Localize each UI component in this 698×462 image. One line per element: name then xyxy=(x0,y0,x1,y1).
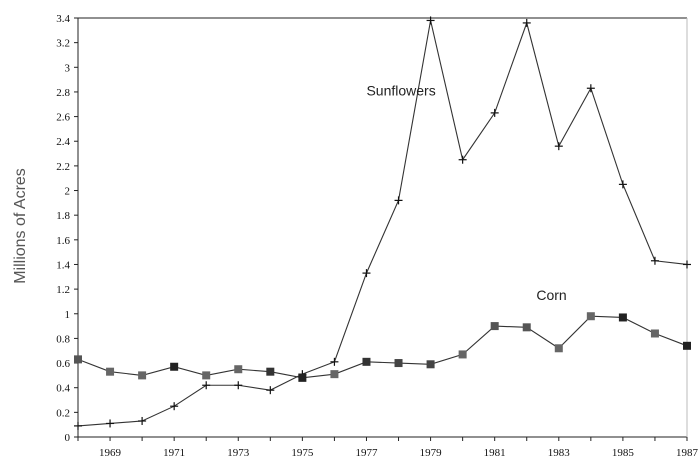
sunflowers-point xyxy=(202,381,211,390)
sunflowers-point xyxy=(362,269,371,278)
corn-point xyxy=(458,350,467,359)
x-tick-label: 1985 xyxy=(612,447,635,459)
corn-point xyxy=(554,344,563,353)
corn-point xyxy=(522,323,531,332)
corn-point xyxy=(330,370,339,379)
corn-point xyxy=(202,371,211,380)
corn-point xyxy=(394,359,403,368)
x-tick-label: 1979 xyxy=(420,447,443,459)
x-tick-label: 1977 xyxy=(355,447,378,459)
sunflowers-point xyxy=(266,386,275,395)
y-tick-label: 0.8 xyxy=(56,333,70,345)
sunflowers-point xyxy=(586,84,595,93)
y-tick-label: 3 xyxy=(65,62,71,74)
sunflowers-point xyxy=(170,402,179,411)
y-axis-title: Millions of Acres xyxy=(12,168,29,284)
y-tick-label: 2.2 xyxy=(56,161,70,173)
sunflowers-point xyxy=(554,142,563,151)
sunflowers-line xyxy=(77,20,688,427)
sunflowers-point xyxy=(106,419,115,428)
corn-point xyxy=(618,313,627,322)
x-tick-label: 1975 xyxy=(291,447,314,459)
sunflowers-point xyxy=(74,421,82,430)
annotation-corn: Corn xyxy=(536,287,566,303)
sunflowers-point xyxy=(426,16,435,25)
corn-point xyxy=(683,341,691,350)
y-tick-label: 2 xyxy=(65,186,71,198)
sunflowers-point xyxy=(490,108,499,117)
corn-point xyxy=(362,357,371,366)
sunflowers-point xyxy=(330,357,339,366)
y-tick-label: 3.4 xyxy=(56,13,70,25)
y-tick-label: 1.8 xyxy=(56,210,70,222)
corn-point xyxy=(490,322,499,331)
y-tick-label: 0.6 xyxy=(56,358,70,370)
y-tick-label: 1.2 xyxy=(56,284,70,296)
y-tick-label: 1.6 xyxy=(56,235,70,247)
y-tick-label: 2.6 xyxy=(56,112,70,124)
sunflowers-point xyxy=(650,256,659,265)
y-tick-label: 2.8 xyxy=(56,87,70,99)
x-tick-label: 1973 xyxy=(227,447,250,459)
y-tick-label: 0.4 xyxy=(56,383,70,395)
corn-line xyxy=(77,315,688,379)
sunflowers-point xyxy=(138,416,147,425)
corn-point xyxy=(138,371,147,380)
corn-point xyxy=(426,360,435,369)
y-tick-label: 1.4 xyxy=(56,259,70,271)
corn-point xyxy=(650,329,659,338)
corn-point xyxy=(234,365,243,374)
sunflowers-point xyxy=(458,155,467,164)
sunflowers-point xyxy=(683,260,691,269)
corn-point xyxy=(170,362,179,371)
corn-point xyxy=(106,367,115,376)
x-tick-label: 1969 xyxy=(99,447,122,459)
y-tick-label: 0.2 xyxy=(56,407,70,419)
corn-point xyxy=(298,373,307,382)
sunflowers-point xyxy=(234,381,243,390)
sunflowers-point xyxy=(618,180,627,189)
x-tick-label: 1971 xyxy=(163,447,185,459)
corn-point xyxy=(266,367,275,376)
corn-point xyxy=(74,355,82,364)
y-tick-label: 3.2 xyxy=(56,38,70,50)
x-tick-label: 1983 xyxy=(548,447,571,459)
y-tick-label: 0 xyxy=(65,432,71,444)
x-tick-label: 1987 xyxy=(676,447,698,459)
x-tick-label: 1981 xyxy=(484,447,506,459)
corn-point xyxy=(586,312,595,321)
sunflowers-point xyxy=(522,18,531,27)
y-tick-label: 2.4 xyxy=(56,136,70,148)
annotation-sunflowers: Sunflowers xyxy=(366,83,435,99)
y-tick-label: 1 xyxy=(65,309,71,321)
sunflowers-point xyxy=(394,196,403,205)
